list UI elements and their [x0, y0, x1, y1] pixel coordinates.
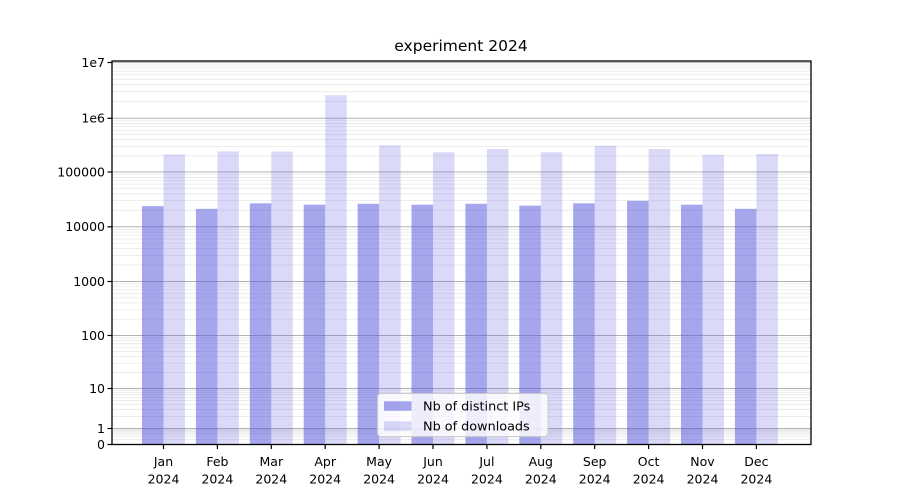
- x-tick-label-may-2024: May 2024: [363, 454, 395, 487]
- y-tick-label: 10000: [65, 219, 105, 234]
- x-tick-label-dec-2024: Dec 2024: [740, 454, 772, 487]
- bar-nb-of-downloads-jul-2024: [486, 149, 509, 445]
- y-tick-label: 1e7: [81, 55, 105, 70]
- y-tick-label: 1000: [73, 274, 105, 289]
- x-tick-label-aug-2024: Aug 2024: [525, 454, 557, 487]
- bar-nb-of-downloads-dec-2024: [756, 153, 778, 445]
- legend-box: [377, 393, 549, 437]
- bar-nb-of-downloads-nov-2024: [702, 154, 724, 445]
- bar-nb-of-downloads-feb-2024: [217, 151, 239, 445]
- bar-nb-of-downloads-mar-2024: [271, 151, 293, 445]
- x-tick-label-sep-2024: Sep 2024: [579, 454, 611, 487]
- bar-nb-of-downloads-aug-2024: [540, 152, 563, 445]
- legend-label-downloads: Nb of downloads: [423, 420, 530, 435]
- bars-downloads: [163, 95, 778, 445]
- bars-distinct-ips: [142, 200, 757, 445]
- bar-nb-of-distinct-ips-may-2024: [357, 203, 380, 445]
- y-axis: 01 10 100 1000 10000 100000 1e6 1e7: [57, 55, 112, 452]
- y-tick-label: 100000: [57, 164, 105, 179]
- legend-swatch-distinct-ips: [384, 401, 412, 411]
- y-tick-label: 100: [81, 328, 105, 343]
- bar-nb-of-distinct-ips-nov-2024: [681, 204, 703, 445]
- bar-nb-of-downloads-jun-2024: [433, 152, 455, 445]
- x-tick-label-jan-2024: Jan 2024: [148, 454, 180, 487]
- bar-nb-of-downloads-apr-2024: [325, 95, 347, 445]
- x-tick-label-feb-2024: Feb 2024: [201, 454, 233, 487]
- chart-title: experiment 2024: [394, 37, 527, 55]
- bar-nb-of-distinct-ips-dec-2024: [734, 208, 757, 445]
- bar-nb-of-distinct-ips-feb-2024: [195, 208, 218, 445]
- x-tick-label-jul-2024: Jul 2024: [471, 454, 503, 487]
- y-tick-label: 1: [97, 421, 105, 436]
- bar-nb-of-distinct-ips-jan-2024: [142, 206, 164, 445]
- x-tick-label-mar-2024: Mar 2024: [255, 454, 287, 487]
- y-tick-label: 0: [97, 437, 105, 452]
- y-tick-label: 10: [89, 381, 105, 396]
- plot-frame: [111, 60, 812, 446]
- bar-nb-of-downloads-jan-2024: [163, 154, 185, 445]
- y-tick-label: 1e6: [81, 111, 105, 126]
- legend: Nb of distinct IPs Nb of downloads: [377, 393, 549, 437]
- x-tick-label-apr-2024: Apr 2024: [309, 454, 341, 487]
- bar-nb-of-distinct-ips-sep-2024: [573, 203, 595, 445]
- bar-nb-of-distinct-ips-mar-2024: [249, 203, 272, 445]
- legend-label-distinct-ips: Nb of distinct IPs: [423, 400, 531, 415]
- bar-nb-of-downloads-oct-2024: [648, 149, 671, 445]
- bar-nb-of-downloads-may-2024: [379, 145, 401, 445]
- bar-nb-of-downloads-sep-2024: [594, 145, 617, 445]
- x-axis: Jan 2024 Feb 2024 Mar 2024 Apr 2024 May 2024 Jun 20…: [148, 444, 772, 487]
- x-tick-label-jun-2024: Jun 2024: [417, 454, 449, 487]
- x-tick-label-nov-2024: Nov 2024: [687, 454, 719, 487]
- bar-nb-of-distinct-ips-jun-2024: [411, 204, 433, 445]
- legend-swatch-downloads: [384, 421, 412, 431]
- bar-nb-of-distinct-ips-jul-2024: [465, 203, 487, 445]
- bar-nb-of-distinct-ips-aug-2024: [519, 205, 541, 445]
- bar-nb-of-distinct-ips-apr-2024: [303, 204, 326, 445]
- bar-nb-of-distinct-ips-oct-2024: [627, 200, 649, 445]
- x-tick-label-oct-2024: Oct 2024: [633, 454, 665, 487]
